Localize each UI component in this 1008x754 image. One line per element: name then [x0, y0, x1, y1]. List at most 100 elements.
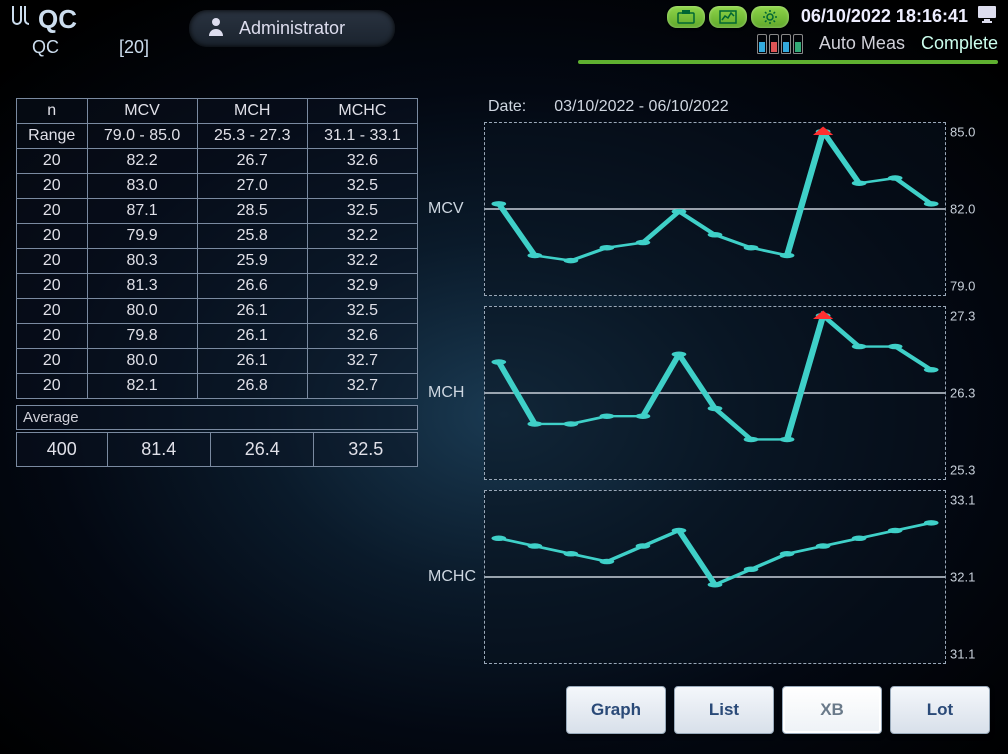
range-row: Range 79.0 - 85.0 25.3 - 27.3 31.1 - 33.… [17, 124, 418, 149]
table-cell: 20 [17, 299, 88, 324]
qc-screen: QC QC [20] Administrator [0, 0, 1008, 754]
avg-mcv: 81.4 [107, 433, 210, 467]
table-row[interactable]: 2080.026.132.5 [17, 299, 418, 324]
qc-table: n MCV MCH MCHC Range 79.0 - 85.0 25.3 - … [16, 98, 418, 399]
header-status-row: Auto Meas Complete [757, 33, 998, 54]
reagent-icons [757, 34, 803, 54]
header-right: 06/10/2022 18:16:41 Auto Meas Complete [578, 4, 998, 64]
header-icons: 06/10/2022 18:16:41 [667, 4, 998, 29]
average-row: 400 81.4 26.4 32.5 [17, 433, 418, 467]
table-cell: 20 [17, 224, 88, 249]
table-cell: 79.8 [87, 324, 197, 349]
charts-container: MCV85.082.079.0MCH27.326.325.3MCHC33.132… [428, 122, 992, 664]
date-row: Date: 03/10/2022 - 06/10/2022 [428, 98, 992, 116]
header-title-row: QC [10, 4, 149, 35]
table-row[interactable]: 2080.325.932.2 [17, 249, 418, 274]
date-range: 03/10/2022 - 06/10/2022 [554, 98, 728, 116]
axis-tick: 82.0 [950, 202, 975, 217]
chart-row: MCH 27.3 26.3 25.3 [428, 306, 992, 480]
table-cell: 32.2 [307, 249, 417, 274]
save-icon-pill[interactable] [667, 6, 705, 28]
table-row[interactable]: 2087.128.532.5 [17, 199, 418, 224]
table-row[interactable]: 2083.027.032.5 [17, 174, 418, 199]
graph-button[interactable]: Graph [566, 686, 666, 734]
table-cell: 26.1 [197, 324, 307, 349]
mode-label: Auto Meas [819, 33, 905, 54]
avg-mchc: 32.5 [314, 433, 418, 467]
axis-tick: 31.1 [950, 646, 975, 661]
avg-n: 400 [17, 433, 108, 467]
xb-button[interactable]: XB [782, 686, 882, 734]
right-panel: Date: 03/10/2022 - 06/10/2022 MCV85.082.… [428, 98, 992, 664]
col-mch: MCH [197, 99, 307, 124]
table-cell: 20 [17, 274, 88, 299]
axis-tick: 26.3 [950, 386, 975, 401]
chart-ticks: 27.3 26.3 25.3 [946, 306, 992, 480]
table-cell: 80.3 [87, 249, 197, 274]
main-area: n MCV MCH MCHC Range 79.0 - 85.0 25.3 - … [16, 98, 992, 664]
table-cell: 26.8 [197, 374, 307, 399]
table-cell: 20 [17, 349, 88, 374]
table-cell: 32.2 [307, 224, 417, 249]
table-cell: 25.9 [197, 249, 307, 274]
average-table: 400 81.4 26.4 32.5 [16, 432, 418, 467]
table-cell: 26.1 [197, 299, 307, 324]
chart-icon-pill[interactable] [709, 6, 747, 28]
table-cell: 32.7 [307, 374, 417, 399]
average-label: Average [16, 405, 418, 430]
table-cell: 26.6 [197, 274, 307, 299]
table-cell: 28.5 [197, 199, 307, 224]
axis-tick: 79.0 [950, 278, 975, 293]
left-panel: n MCV MCH MCHC Range 79.0 - 85.0 25.3 - … [16, 98, 418, 664]
chart-ticks: 33.1 32.1 31.1 [946, 490, 992, 664]
list-button[interactable]: List [674, 686, 774, 734]
axis-tick: 27.3 [950, 309, 975, 324]
avg-mch: 26.4 [211, 433, 314, 467]
table-cell: 20 [17, 174, 88, 199]
datetime: 06/10/2022 18:16:41 [801, 6, 968, 27]
table-row[interactable]: 2082.226.732.6 [17, 149, 418, 174]
table-cell: 80.0 [87, 349, 197, 374]
chart-box[interactable] [484, 490, 946, 664]
table-cell: 25.8 [197, 224, 307, 249]
table-row[interactable]: 2079.925.832.2 [17, 224, 418, 249]
table-cell: 81.3 [87, 274, 197, 299]
table-cell: 20 [17, 149, 88, 174]
chart-box[interactable] [484, 122, 946, 296]
reagent-bottle-icon [781, 34, 791, 54]
user-icon [207, 16, 225, 41]
table-cell: 82.2 [87, 149, 197, 174]
bottom-bar: GraphListXBLot [566, 686, 990, 734]
table-cell: 32.5 [307, 199, 417, 224]
chart-label: MCHC [428, 568, 484, 586]
table-row[interactable]: 2081.326.632.9 [17, 274, 418, 299]
axis-tick: 33.1 [950, 493, 975, 508]
table-row[interactable]: 2079.826.132.6 [17, 324, 418, 349]
settings-icon-pill[interactable] [751, 6, 789, 28]
table-cell: 32.5 [307, 174, 417, 199]
chart-label: MCH [428, 384, 484, 402]
user-pill[interactable]: Administrator [189, 10, 395, 47]
chart-box[interactable] [484, 306, 946, 480]
lot-button[interactable]: Lot [890, 686, 990, 734]
header-subrow: QC [20] [10, 37, 149, 58]
range-mchc: 31.1 - 33.1 [307, 124, 417, 149]
axis-tick: 85.0 [950, 125, 975, 140]
table-cell: 32.9 [307, 274, 417, 299]
table-row[interactable]: 2082.126.832.7 [17, 374, 418, 399]
axis-tick: 32.1 [950, 570, 975, 585]
col-n: n [17, 99, 88, 124]
table-row[interactable]: 2080.026.132.7 [17, 349, 418, 374]
range-label: Range [17, 124, 88, 149]
col-mchc: MCHC [307, 99, 417, 124]
date-label: Date: [488, 98, 526, 116]
axis-tick: 25.3 [950, 462, 975, 477]
status-underline [578, 60, 998, 64]
chart-row: MCV85.082.079.0 [428, 122, 992, 296]
range-mcv: 79.0 - 85.0 [87, 124, 197, 149]
chart-ticks: 85.0 82.0 79.0 [946, 122, 992, 296]
table-cell: 79.9 [87, 224, 197, 249]
table-cell: 87.1 [87, 199, 197, 224]
table-cell: 20 [17, 199, 88, 224]
table-cell: 26.1 [197, 349, 307, 374]
